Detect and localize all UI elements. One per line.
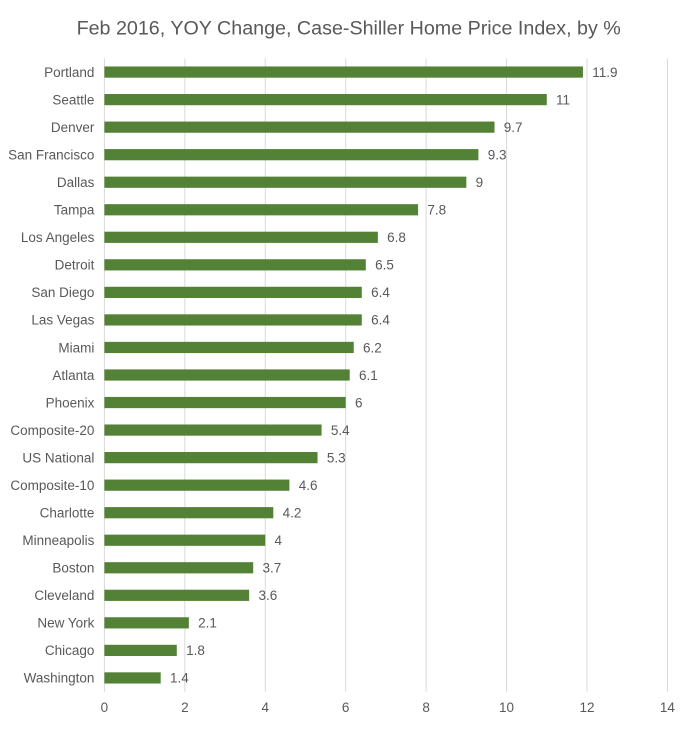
svg-text:2: 2	[181, 700, 189, 715]
svg-text:Composite-20: Composite-20	[10, 423, 94, 438]
svg-text:7.8: 7.8	[427, 203, 446, 218]
svg-text:Dallas: Dallas	[57, 175, 95, 190]
svg-text:14: 14	[660, 700, 676, 715]
svg-text:4: 4	[262, 700, 270, 715]
svg-text:11: 11	[556, 92, 570, 107]
svg-text:Miami: Miami	[58, 340, 94, 355]
svg-text:Seattle: Seattle	[52, 92, 94, 107]
svg-text:5.4: 5.4	[331, 423, 350, 438]
svg-text:Chicago: Chicago	[45, 643, 95, 658]
svg-text:San Diego: San Diego	[31, 285, 94, 300]
svg-text:Atlanta: Atlanta	[52, 368, 95, 383]
svg-text:Composite-10: Composite-10	[10, 478, 94, 493]
svg-text:San Francisco: San Francisco	[8, 147, 94, 162]
svg-text:Denver: Denver	[51, 120, 95, 135]
svg-text:5.3: 5.3	[327, 450, 346, 465]
svg-text:1.8: 1.8	[186, 643, 205, 658]
svg-text:9.3: 9.3	[488, 147, 507, 162]
svg-text:US National: US National	[22, 450, 94, 465]
svg-text:Phoenix: Phoenix	[46, 395, 95, 410]
svg-text:6.5: 6.5	[375, 258, 394, 273]
svg-text:Las Vegas: Las Vegas	[31, 313, 94, 328]
svg-text:6.4: 6.4	[371, 313, 390, 328]
svg-text:Minneapolis: Minneapolis	[22, 533, 94, 548]
svg-text:Portland: Portland	[44, 65, 94, 80]
svg-text:6: 6	[342, 700, 350, 715]
svg-text:Los Angeles: Los Angeles	[21, 230, 95, 245]
svg-text:6.8: 6.8	[387, 230, 406, 245]
svg-text:Cleveland: Cleveland	[34, 588, 94, 603]
svg-text:Detroit: Detroit	[55, 258, 95, 273]
svg-text:6.2: 6.2	[363, 340, 382, 355]
svg-text:11.9: 11.9	[592, 65, 617, 80]
svg-text:Charlotte: Charlotte	[40, 506, 95, 521]
svg-text:10: 10	[499, 700, 514, 715]
svg-text:2.1: 2.1	[198, 616, 217, 631]
svg-text:New York: New York	[37, 616, 94, 631]
svg-text:0: 0	[101, 700, 109, 715]
svg-text:4: 4	[275, 533, 283, 548]
svg-text:4.2: 4.2	[283, 506, 302, 521]
svg-text:3.6: 3.6	[258, 588, 277, 603]
svg-text:Feb 2016, YOY Change, Case-Shi: Feb 2016, YOY Change, Case-Shiller Home …	[77, 18, 621, 40]
svg-text:1.4: 1.4	[170, 671, 189, 686]
svg-text:6.1: 6.1	[359, 368, 378, 383]
svg-text:9.7: 9.7	[504, 120, 523, 135]
svg-text:6.4: 6.4	[371, 285, 390, 300]
svg-text:3.7: 3.7	[263, 561, 282, 576]
svg-text:12: 12	[579, 700, 594, 715]
svg-text:6: 6	[355, 395, 363, 410]
svg-text:Washington: Washington	[24, 671, 95, 686]
svg-text:Tampa: Tampa	[54, 203, 95, 218]
svg-text:8: 8	[422, 700, 430, 715]
svg-text:4.6: 4.6	[299, 478, 318, 493]
svg-text:Boston: Boston	[52, 561, 94, 576]
svg-text:9: 9	[476, 175, 484, 190]
